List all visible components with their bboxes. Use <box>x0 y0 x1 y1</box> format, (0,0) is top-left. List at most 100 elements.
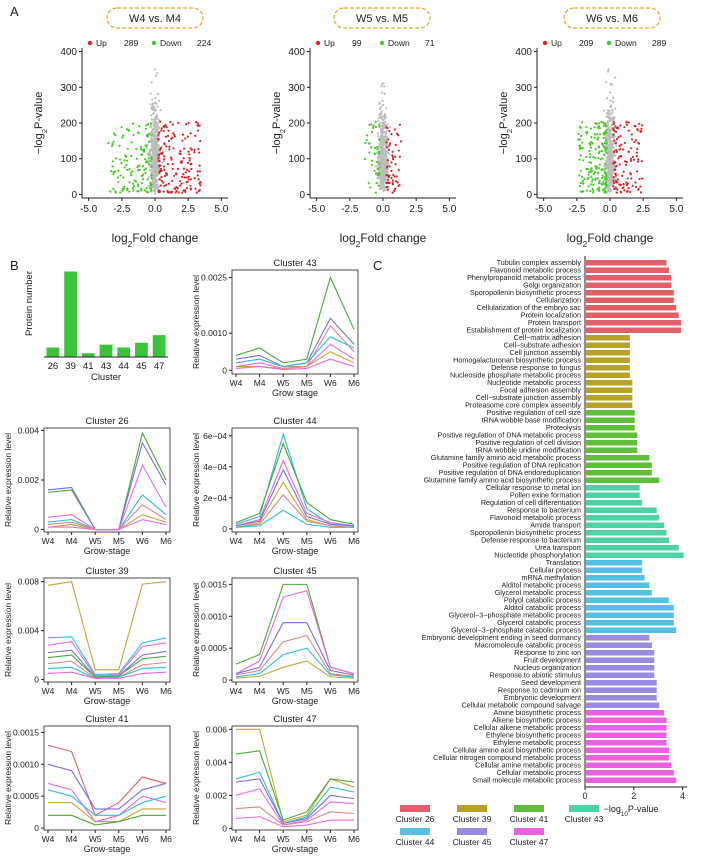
point-down <box>585 125 588 129</box>
point-neutral <box>150 140 153 143</box>
point-down <box>140 181 144 185</box>
point-down <box>137 185 140 188</box>
point-down <box>132 189 135 192</box>
x-tick-label: W5 <box>277 536 290 546</box>
x-tick-label: M5 <box>113 834 125 844</box>
go-bar <box>586 552 684 558</box>
go-term-label: mRNA methylation <box>521 573 581 582</box>
legend-up-dot <box>315 40 321 46</box>
x-tick-label: 2.5 <box>409 204 423 215</box>
point-neutral <box>612 136 615 140</box>
point-up <box>393 175 396 178</box>
point-up <box>612 150 616 153</box>
legend-swatch <box>569 805 599 812</box>
point-neutral <box>151 121 154 124</box>
point-up <box>622 182 625 186</box>
go-bar <box>586 492 640 498</box>
point-neutral <box>153 171 156 174</box>
point-up <box>181 133 185 136</box>
expression-line <box>47 671 167 679</box>
point-up <box>169 156 173 159</box>
point-up <box>189 178 192 181</box>
legend-down-label: Down <box>388 38 410 48</box>
y-axis-label-part: 2 <box>278 129 287 133</box>
point-neutral <box>605 115 608 118</box>
x-axis-label: Grow-stage <box>272 844 319 854</box>
point-up <box>634 185 638 189</box>
point-neutral <box>156 169 159 172</box>
cluster-size-tick-label: 41 <box>83 361 94 372</box>
point-down <box>128 181 131 184</box>
point-up <box>391 155 395 159</box>
point-neutral <box>379 131 383 134</box>
point-neutral <box>609 99 612 102</box>
point-up <box>168 145 171 148</box>
point-neutral <box>617 173 620 176</box>
comparison-title: W4 vs. M4 <box>129 13 181 25</box>
go-bar <box>586 717 667 723</box>
point-neutral <box>155 166 158 169</box>
point-up <box>162 190 166 193</box>
point-down <box>377 162 381 165</box>
point-neutral <box>381 139 384 142</box>
legend-label: Cluster 47 <box>510 837 549 847</box>
point-neutral <box>379 150 382 153</box>
x-tick-label: 5.0 <box>669 204 683 215</box>
point-neutral <box>384 177 387 180</box>
point-up <box>612 133 615 136</box>
point-neutral <box>383 112 387 116</box>
point-neutral <box>379 133 383 136</box>
point-up <box>613 181 616 184</box>
cluster-size-tick-label: 44 <box>118 361 129 372</box>
point-down <box>580 175 584 178</box>
point-neutral <box>384 189 387 192</box>
x-axis-label: Grow-stage <box>84 696 131 706</box>
point-neutral <box>610 167 613 171</box>
point-neutral <box>154 174 158 178</box>
point-up <box>636 158 640 161</box>
point-down <box>147 140 151 144</box>
go-bar <box>586 620 674 626</box>
x-axis-label-part: 2 <box>128 239 133 249</box>
point-neutral <box>383 85 386 88</box>
y-axis-label: Relative expression level <box>191 433 201 527</box>
point-neutral <box>379 164 382 168</box>
x-tick-label: 0.0 <box>148 204 162 215</box>
legend-label: Cluster 26 <box>396 814 435 824</box>
x-tick-label: 0.0 <box>603 204 617 215</box>
point-neutral <box>380 83 384 86</box>
point-up <box>625 120 628 123</box>
point-neutral <box>608 187 611 190</box>
cluster-47-chart: Cluster 47 0 0.002 0.004 0.006 W4 M4 W5 M5 W6 M6 Gr… <box>191 714 360 854</box>
point-down <box>368 142 371 145</box>
point-neutral <box>376 176 379 179</box>
point-up <box>630 177 633 180</box>
go-term-label: tRNA wobble uridine modification <box>476 446 581 455</box>
point-neutral <box>604 135 607 139</box>
point-neutral <box>153 146 156 149</box>
point-neutral <box>151 98 154 101</box>
point-up <box>614 172 617 175</box>
point-down <box>591 142 594 145</box>
point-down <box>594 156 597 160</box>
point-down <box>135 147 138 151</box>
expression-line <box>235 660 355 679</box>
point-up <box>397 149 400 152</box>
point-down <box>120 126 123 129</box>
point-down <box>376 168 379 171</box>
legend-label: Cluster 41 <box>510 814 549 824</box>
point-neutral <box>378 155 381 158</box>
point-down <box>148 160 152 163</box>
point-up <box>193 151 196 154</box>
go-bar <box>586 710 665 716</box>
point-up <box>390 161 393 164</box>
go-bar <box>586 702 660 708</box>
point-neutral <box>384 116 387 119</box>
point-up <box>184 137 187 140</box>
x-tick-label: M6 <box>348 686 360 696</box>
point-down <box>587 173 590 176</box>
point-neutral <box>609 82 612 86</box>
point-down <box>604 181 608 184</box>
point-neutral <box>153 120 157 123</box>
point-down <box>581 141 584 144</box>
